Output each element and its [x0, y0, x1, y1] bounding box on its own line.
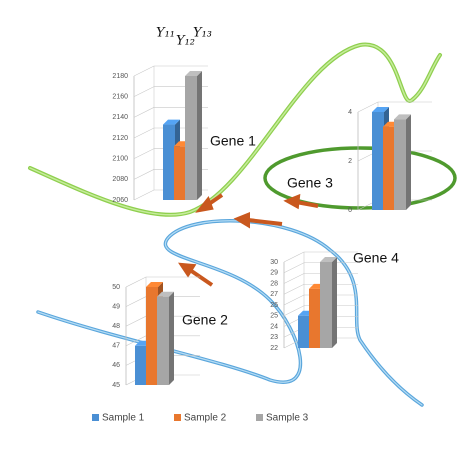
grid-line: [125, 276, 200, 288]
bar-top: [157, 291, 174, 297]
bar-top: [185, 71, 202, 76]
grid-line: [133, 65, 208, 77]
blue-curve-highlight: [37, 220, 423, 406]
y-tick-label: 4: [348, 109, 352, 116]
bar: [185, 76, 197, 200]
chart-title: Gene 3: [287, 175, 333, 191]
legend-swatch: [256, 414, 263, 421]
bar: [383, 126, 395, 210]
y-tick-label: 24: [270, 323, 278, 330]
bar: [298, 315, 310, 348]
arrow-head: [283, 193, 301, 210]
bar-chart: 0 2 4 Gene 3: [287, 101, 432, 214]
arrow-head: [178, 262, 197, 278]
y-tick-label: 30: [270, 259, 278, 266]
grid-line: [283, 273, 358, 284]
bar: [146, 287, 158, 385]
grid-line: [283, 283, 358, 295]
legend-swatch: [92, 414, 99, 421]
arrow: [188, 268, 214, 287]
bar: [135, 345, 147, 385]
bar-chart: 45 46 47 48 49 50 Gene 2: [112, 276, 228, 389]
y-tick-label: 2060: [112, 197, 128, 204]
y-tick-label: 2160: [112, 94, 128, 101]
y-tick-label: 2080: [112, 176, 128, 183]
curves: [28, 42, 457, 407]
chart-title: Gene 4: [353, 250, 399, 266]
bar-top: [163, 119, 180, 125]
y-tick-label: 2140: [112, 114, 128, 121]
y-tick-label: 48: [112, 323, 120, 330]
green-curve-highlight: [29, 44, 441, 216]
arrows: [178, 193, 319, 287]
grid-line: [283, 294, 358, 306]
y-tick-label: 50: [112, 284, 120, 291]
legend-label: Sample 3: [266, 413, 309, 424]
y-tick-label: 22: [270, 345, 278, 352]
bar-side: [332, 257, 337, 348]
bar-top: [146, 282, 163, 287]
grid-line: [283, 251, 358, 263]
y-tick-label: 26: [270, 302, 278, 309]
chart-title: Gene 1: [210, 133, 256, 149]
y-tick-label: 46: [112, 362, 120, 369]
grid-line: [283, 305, 358, 317]
bar-side: [406, 114, 411, 210]
y-tick-label: 28: [270, 280, 278, 287]
legend-label: Sample 2: [184, 413, 227, 424]
bar-chart: 22 23 24 25 26 27 28 29 30 Gene 4: [270, 250, 399, 352]
grid-line: [283, 262, 358, 274]
chart-title: Gene 2: [182, 312, 228, 328]
bar: [163, 124, 175, 200]
y-tick-label: 27: [270, 291, 278, 298]
bar: [309, 288, 321, 348]
legend-label: Sample 1: [102, 413, 145, 424]
bar-top: [394, 114, 411, 120]
bar: [320, 262, 332, 348]
legend-swatch: [174, 414, 181, 421]
grid-line: [357, 101, 432, 113]
y-tick-label: 23: [270, 334, 278, 341]
y-tick-label: 0: [348, 207, 352, 214]
y-tick-label: 25: [270, 313, 278, 320]
arrow: [247, 218, 283, 226]
bar-top: [372, 107, 389, 112]
bar-side: [197, 71, 202, 200]
column-label: Y₁₁: [156, 26, 175, 41]
y-tick-label: 2120: [112, 135, 128, 142]
y-tick-label: 2100: [112, 156, 128, 163]
bar: [157, 296, 169, 385]
y-tick-label: 49: [112, 303, 120, 310]
bar-top: [320, 257, 337, 262]
bar-chart: 2060 2080 2100 2120 2140 2160 2180 Gene 1: [112, 65, 256, 204]
arrow-head: [233, 212, 250, 229]
y-tick-label: 2: [348, 158, 352, 165]
column-label: Y₁₂: [176, 34, 195, 49]
arrow-head: [195, 196, 214, 213]
legend: Sample 1 Sample 2 Sample 3: [92, 413, 309, 424]
y-tick-label: 2180: [112, 73, 128, 80]
bar: [394, 119, 406, 210]
bar: [174, 146, 186, 200]
y-tick-label: 45: [112, 382, 120, 389]
dark-green-loop: [263, 146, 457, 210]
blue-curve: [36, 219, 424, 407]
bar-side: [169, 291, 174, 385]
column-label: Y₁₃: [193, 26, 212, 41]
y-tick-label: 29: [270, 270, 278, 277]
bar: [372, 112, 384, 210]
y-tick-label: 47: [112, 343, 120, 350]
arrow: [295, 200, 319, 208]
